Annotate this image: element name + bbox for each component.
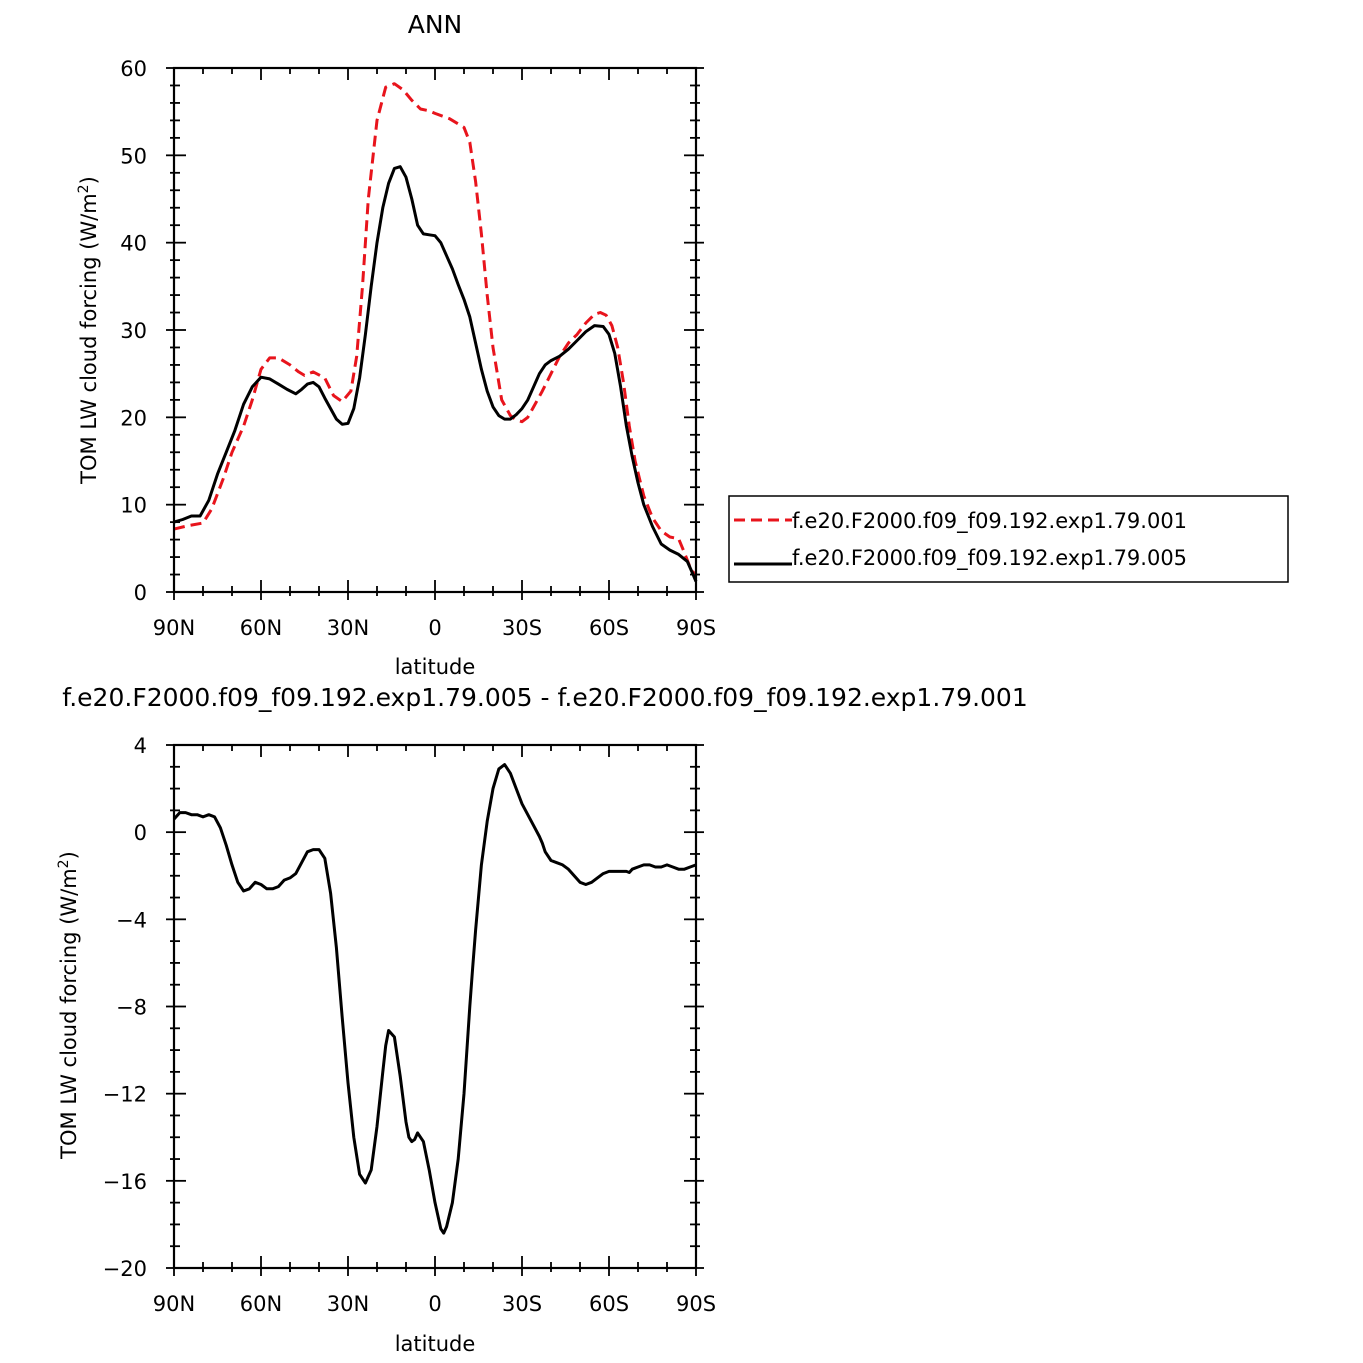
top-series-lines <box>173 82 698 583</box>
bottom-plot-frame <box>172 743 698 1270</box>
top-y-tick-label: 40 <box>120 232 147 256</box>
top-x-axis-label: latitude <box>395 655 476 679</box>
top-y-tick-labels: 0 10 20 30 40 50 60 <box>120 57 147 605</box>
bottom-y-axis-label: TOM LW cloud forcing (W/m2) <box>56 851 81 1160</box>
top-y-axis-label-superscript: 2 <box>76 184 92 193</box>
bottom-y-axis-label-base: TOM LW cloud forcing (W/m <box>57 868 81 1160</box>
bottom-x-tick-label: 60S <box>589 1292 629 1316</box>
bottom-series-lines <box>172 763 697 1235</box>
top-x-tick-label: 60N <box>240 616 282 640</box>
bottom-series-line-1 <box>172 763 697 1235</box>
top-y-tick-label: 30 <box>120 319 147 343</box>
bottom-y-tick-label: 4 <box>134 734 147 758</box>
bottom-y-tick-labels: −20 −16 −12 −8 −4 0 4 <box>103 734 147 1281</box>
top-x-tick-label: 0 <box>428 616 441 640</box>
top-plot-frame <box>172 66 698 594</box>
top-y-axis-label-base: TOM LW cloud forcing (W/m <box>77 193 101 485</box>
top-y-tick-label: 0 <box>134 581 147 605</box>
bottom-chart: f.e20.F2000.f09_f09.192.exp1.79.005 - f.… <box>56 683 1028 1356</box>
top-x-tick-label: 90N <box>153 616 195 640</box>
bottom-y-tick-label: −12 <box>103 1083 147 1107</box>
top-legend: f.e20.F2000.f09_f09.192.exp1.79.001 f.e2… <box>728 495 1289 583</box>
top-series-line-1 <box>173 82 698 578</box>
bottom-x-tick-label: 0 <box>428 1292 441 1316</box>
top-y-tick-label: 10 <box>120 494 147 518</box>
top-y-tick-label: 20 <box>120 406 147 430</box>
top-y-tick-label: 50 <box>120 144 147 168</box>
legend-box <box>728 495 1289 583</box>
top-series-line-2 <box>173 165 698 583</box>
legend-label-series-1: f.e20.F2000.f09_f09.192.exp1.79.001 <box>792 509 1187 534</box>
bottom-x-tick-labels: 90N 60N 30N 0 30S 60S 90S <box>153 1292 716 1316</box>
bottom-y-tick-label: −20 <box>103 1257 147 1281</box>
bottom-y-tick-label: −8 <box>116 996 147 1020</box>
bottom-x-tick-label: 30N <box>327 1292 369 1316</box>
bottom-y-axis-label-superscript: 2 <box>56 859 72 868</box>
bottom-x-tick-label: 90N <box>153 1292 195 1316</box>
top-y-axis-label: TOM LW cloud forcing (W/m2) <box>76 176 101 485</box>
top-x-tick-label: 90S <box>676 616 716 640</box>
bottom-x-tick-label: 60N <box>240 1292 282 1316</box>
top-chart: ANN 90N 60N 30N 0 30S 60S 90S 0 10 20 30 40 50 60 la… <box>76 10 1289 679</box>
bottom-x-tick-label: 90S <box>676 1292 716 1316</box>
top-y-tick-label: 60 <box>120 57 147 81</box>
top-chart-title: ANN <box>408 10 463 39</box>
bottom-x-axis-label: latitude <box>395 1332 476 1356</box>
top-x-tick-label: 30S <box>502 616 542 640</box>
bottom-x-tick-label: 30S <box>502 1292 542 1316</box>
top-x-tick-label: 60S <box>589 616 629 640</box>
bottom-y-axis-label-tail: ) <box>57 851 81 859</box>
legend-label-series-2: f.e20.F2000.f09_f09.192.exp1.79.005 <box>792 546 1187 571</box>
top-x-tick-label: 30N <box>327 616 369 640</box>
bottom-y-tick-label: 0 <box>134 821 147 845</box>
top-x-tick-labels: 90N 60N 30N 0 30S 60S 90S <box>153 616 716 640</box>
bottom-y-tick-label: −4 <box>116 908 147 932</box>
bottom-y-tick-label: −16 <box>103 1170 147 1194</box>
top-y-axis-label-tail: ) <box>77 176 101 184</box>
bottom-chart-title: f.e20.F2000.f09_f09.192.exp1.79.005 - f.… <box>62 683 1028 712</box>
